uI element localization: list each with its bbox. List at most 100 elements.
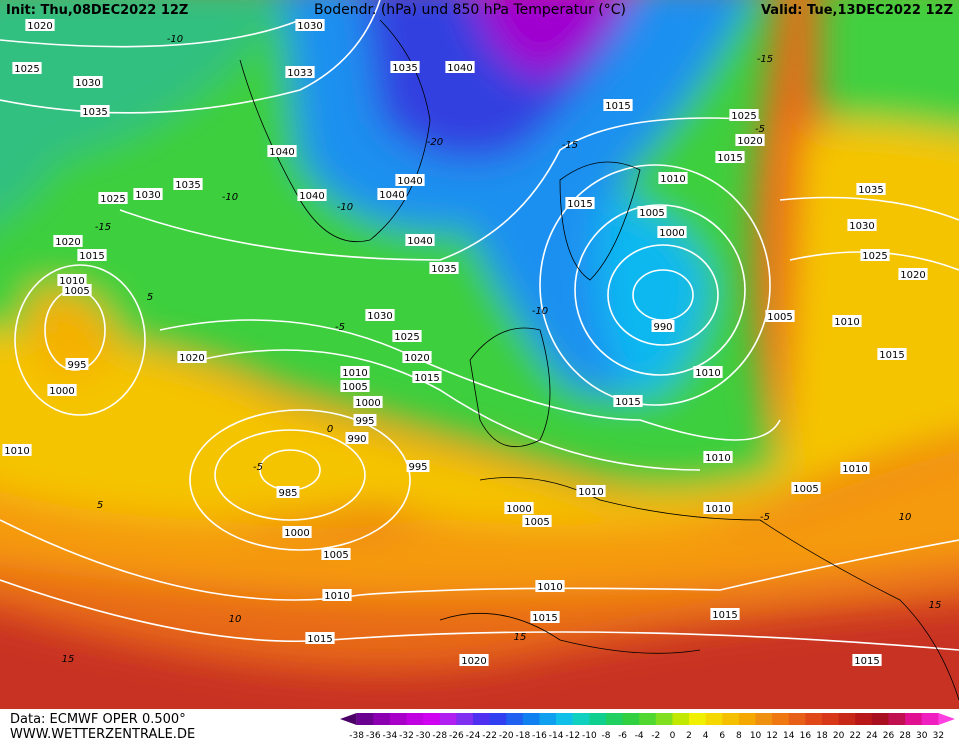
legend-swatch xyxy=(772,713,790,725)
isobar-label: 1010 xyxy=(705,504,730,515)
isobar-label-box xyxy=(459,654,489,666)
legend-label: -28 xyxy=(432,731,447,741)
isobar-label-box xyxy=(693,366,723,378)
legend-swatch xyxy=(689,713,707,725)
legend-label: 30 xyxy=(916,731,928,741)
isotherm-label: -5 xyxy=(755,124,765,135)
isobar-label: 1010 xyxy=(695,368,720,379)
legend-label: -30 xyxy=(416,731,431,741)
isotherm-label: -20 xyxy=(427,137,443,148)
isobar-label: 1000 xyxy=(284,528,309,539)
isobar-label: 1000 xyxy=(355,398,380,409)
legend-label: 26 xyxy=(883,731,895,741)
legend-swatch xyxy=(506,713,524,725)
isotherm-label: 15 xyxy=(514,632,527,643)
isobar-label-box xyxy=(390,61,420,73)
legend-label: -16 xyxy=(532,731,547,741)
isobar-label: 1025 xyxy=(100,194,125,205)
isobar-label-box xyxy=(765,310,795,322)
isobar-label-box xyxy=(603,99,633,111)
isobar-label: 1035 xyxy=(82,107,107,118)
legend-label: 32 xyxy=(933,731,944,741)
isobar-label: 1005 xyxy=(639,208,664,219)
isobar-label-box xyxy=(177,351,207,363)
isobar-label: 1040 xyxy=(407,236,432,247)
isobars xyxy=(0,0,959,651)
isobar-label-box xyxy=(392,330,422,342)
isotherm-label: 0 xyxy=(327,424,333,435)
legend-label: -38 xyxy=(349,731,364,741)
isobar-label-box xyxy=(898,268,928,280)
isobar-label-box xyxy=(395,174,425,186)
isobar-label: 1020 xyxy=(900,270,925,281)
isobar-label-box xyxy=(321,548,351,560)
isobar-label: 1010 xyxy=(537,582,562,593)
isobar-label: 1040 xyxy=(269,147,294,158)
map-title: Bodendr. (hPa) und 850 hPa Temperatur (°… xyxy=(314,2,626,18)
isobar-label: 1033 xyxy=(287,68,312,79)
isobar-label-box xyxy=(703,451,733,463)
legend-label: 12 xyxy=(766,731,777,741)
isobar-label-box xyxy=(65,358,89,370)
isobar-label: 1010 xyxy=(705,453,730,464)
legend-swatch xyxy=(655,713,673,725)
isobar-label: 1040 xyxy=(447,63,472,74)
legend-arrow xyxy=(340,713,357,725)
isobar-label: 1035 xyxy=(858,185,883,196)
isobar-label-box xyxy=(282,526,312,538)
isobar-label: 1020 xyxy=(55,237,80,248)
legend-label: -26 xyxy=(449,731,464,741)
isobar-label-box xyxy=(77,249,107,261)
legend-swatch xyxy=(605,713,624,725)
legend-swatch xyxy=(356,713,374,725)
legend-swatch xyxy=(738,713,757,725)
isobar-label-box xyxy=(710,608,740,620)
legend-label: -8 xyxy=(601,731,610,741)
isobar-label: 1010 xyxy=(660,174,685,185)
legend-swatch xyxy=(572,713,590,725)
legend-label: 14 xyxy=(783,731,795,741)
isobar-label: 1015 xyxy=(567,199,592,210)
isobar-label-box xyxy=(703,502,733,514)
isobar-label-box xyxy=(530,611,560,623)
isobar-label-box xyxy=(429,262,459,274)
legend-swatch xyxy=(838,713,856,725)
isobar-label-box xyxy=(402,351,432,363)
isobar-label-box xyxy=(445,61,475,73)
isotherm-label: -10 xyxy=(222,192,238,203)
isobar-label-box xyxy=(860,249,890,261)
isobar-label: 1035 xyxy=(175,180,200,191)
legend-label: 24 xyxy=(866,731,878,741)
isobar-label-box xyxy=(535,580,565,592)
isobar-label-box xyxy=(856,183,886,195)
isobar-label: 1000 xyxy=(506,504,531,515)
isobar-label-box xyxy=(353,414,377,426)
legend-swatch xyxy=(905,713,923,725)
isobar-label: 1040 xyxy=(379,190,404,201)
isotherm-label: -5 xyxy=(760,512,770,523)
legend-swatch xyxy=(489,713,507,725)
isobar-label: 990 xyxy=(347,434,366,445)
isobar-label: 1040 xyxy=(397,176,422,187)
isotherm-label: 10 xyxy=(229,614,242,625)
isobar-label: 1035 xyxy=(392,63,417,74)
isotherm-label: -10 xyxy=(167,34,183,45)
isotherm-label: -10 xyxy=(532,306,548,317)
isobar-label-box xyxy=(637,206,667,218)
legend-swatch xyxy=(755,713,773,725)
isobar-label-box xyxy=(297,189,327,201)
isobar-label-box xyxy=(852,654,882,666)
isobar-label-box xyxy=(522,515,552,527)
isobar-label: 1020 xyxy=(461,656,486,667)
isobar-label-box xyxy=(80,105,110,117)
isotherm-label: -5 xyxy=(335,322,345,333)
isobar-label-box xyxy=(285,66,315,78)
isobar-label-box xyxy=(62,284,92,296)
isotherm-label: -10 xyxy=(337,202,353,213)
isobar-label: 1015 xyxy=(712,610,737,621)
legend-label: -24 xyxy=(466,731,481,741)
isobar-label: 1005 xyxy=(793,484,818,495)
isotherm-label: 5 xyxy=(147,292,153,303)
legend-swatch xyxy=(472,713,491,725)
legend-label: -10 xyxy=(582,731,597,741)
